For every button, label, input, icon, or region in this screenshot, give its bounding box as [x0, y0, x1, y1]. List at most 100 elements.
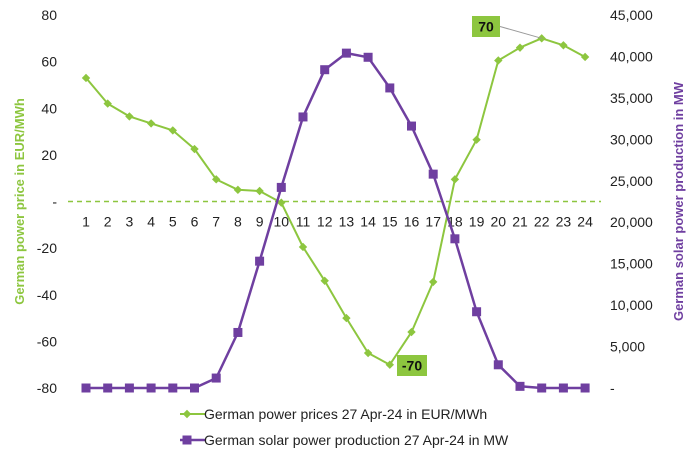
x-tick-label: 4	[147, 214, 155, 230]
price-point	[81, 73, 91, 83]
solar-point	[580, 383, 590, 393]
solar-point	[537, 383, 547, 393]
x-tick-label: 12	[317, 214, 333, 230]
price-point	[580, 52, 590, 62]
price-point	[515, 43, 525, 52]
price-point	[125, 112, 134, 121]
callout-box	[472, 16, 500, 37]
solar-point	[341, 48, 351, 58]
x-tick-label: 17	[425, 214, 441, 230]
x-tick-label: 21	[512, 214, 528, 230]
x-tick-label: 13	[339, 214, 355, 230]
price-point	[472, 135, 481, 144]
y-left-tick-label: 80	[41, 7, 57, 23]
price-point	[342, 313, 351, 323]
price-point	[103, 99, 112, 108]
solar-point	[276, 182, 286, 192]
y-right-tick-label: 20,000	[610, 214, 653, 230]
y-left-tick-label: -60	[37, 333, 57, 349]
solar-point	[190, 383, 199, 393]
x-tick-label: 24	[577, 214, 593, 230]
y-right-tick-label: -	[610, 380, 615, 396]
solar-point	[103, 383, 113, 393]
legend-label-1: German power prices 27 Apr-24 in EUR/MWh	[204, 406, 487, 422]
solar-point	[472, 307, 482, 317]
y-right-tick-label: 45,000	[610, 7, 653, 23]
legend-marker-square	[182, 435, 192, 445]
callout-box	[397, 355, 427, 376]
price-point	[233, 185, 243, 195]
x-tick-label: 2	[104, 214, 112, 230]
solar-point	[407, 121, 416, 131]
legend-label-2: German solar power production 27 Apr-24 …	[204, 432, 509, 448]
price-point	[168, 126, 177, 135]
y-left-tick-label: -20	[37, 240, 57, 256]
x-tick-label: 15	[382, 214, 398, 230]
x-tick-label: 7	[212, 214, 220, 230]
solar-point	[255, 256, 265, 266]
y-left-tick-label: 60	[41, 54, 57, 70]
y-left-tick-label: 40	[41, 100, 57, 116]
solar-point	[450, 234, 460, 244]
price-point	[146, 119, 156, 128]
price-point	[494, 56, 503, 65]
y-right-tick-label: 35,000	[610, 90, 653, 106]
y-left-tick-label: 20	[41, 147, 57, 163]
price-point	[212, 175, 221, 184]
solar-point	[385, 83, 395, 93]
price-point	[255, 186, 264, 196]
y-right-tick-label: 5,000	[610, 339, 645, 355]
price-point	[363, 348, 373, 358]
price-point	[298, 242, 308, 252]
price-point	[277, 198, 286, 207]
callout-label: 70	[478, 19, 494, 35]
series-line-2	[86, 51, 586, 390]
x-tick-label: 14	[360, 214, 376, 230]
x-tick-label: 8	[234, 214, 242, 230]
callout-leader	[499, 26, 542, 39]
solar-point	[298, 112, 308, 122]
solar-point	[124, 383, 134, 393]
solar-point	[493, 360, 503, 370]
y-right-tick-label: 15,000	[610, 256, 653, 272]
x-tick-label: 1	[82, 214, 90, 230]
solar-point	[428, 169, 438, 179]
y-left-tick-label: -	[52, 194, 57, 210]
x-tick-label: 23	[556, 214, 572, 230]
price-point	[450, 175, 460, 184]
x-tick-label: 20	[491, 214, 507, 230]
x-tick-label: 9	[256, 214, 264, 230]
x-tick-label: 11	[296, 214, 311, 230]
y-right-tick-label: 40,000	[610, 48, 653, 64]
solar-point	[168, 383, 178, 393]
y-right-tick-label: 30,000	[610, 131, 653, 147]
price-point	[385, 360, 394, 369]
y-left-tick-label: -40	[37, 287, 57, 303]
solar-point	[211, 373, 221, 383]
x-tick-label: 22	[534, 214, 550, 230]
series-line-1	[85, 37, 586, 366]
x-tick-label: 16	[404, 214, 420, 230]
y-right-tick-label: 10,000	[610, 297, 653, 313]
solar-point	[558, 383, 568, 393]
solar-point	[81, 383, 91, 393]
legend-marker-diamond	[182, 409, 192, 419]
solar-point	[515, 381, 525, 391]
price-point	[429, 277, 438, 287]
y-right-axis-title: German solar power production in MW	[671, 81, 686, 321]
price-point	[320, 276, 329, 285]
y-left-tick-label: -80	[37, 380, 57, 396]
price-point	[559, 41, 568, 50]
solar-point	[233, 327, 243, 337]
solar-point	[363, 52, 373, 62]
x-tick-label: 3	[126, 214, 134, 230]
x-tick-label: 6	[191, 214, 199, 230]
solar-point	[320, 65, 330, 75]
y-right-tick-label: 25,000	[610, 173, 653, 189]
callout-label: -70	[402, 358, 422, 374]
x-tick-label: 10	[274, 214, 290, 230]
y-left-axis-title: German power price in EUR/MWh	[12, 98, 27, 305]
solar-point	[146, 383, 156, 393]
